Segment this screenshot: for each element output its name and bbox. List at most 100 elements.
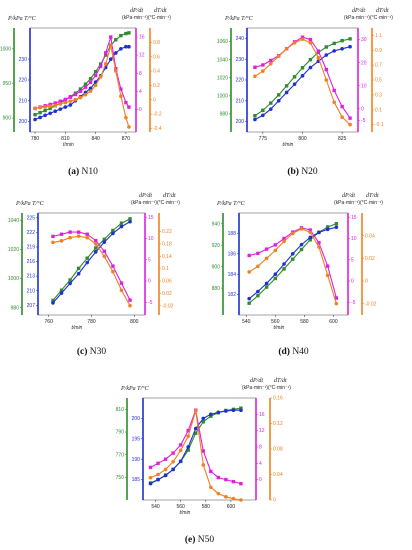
y-tick-label: 950 <box>3 81 12 87</box>
series-dT-dt <box>253 37 352 127</box>
x-axis: 540 560 580 600 t/min <box>151 500 235 516</box>
data-point <box>224 495 228 499</box>
data-point <box>51 240 55 245</box>
y-tick-label: 200 <box>19 119 28 125</box>
left-axis-header: P/kPa T/°C <box>216 200 246 207</box>
data-point <box>68 278 72 282</box>
data-point <box>68 95 73 99</box>
data-point <box>53 109 58 113</box>
x-tick-label: 780 <box>31 136 40 142</box>
data-point <box>59 232 64 236</box>
y-tick-label: -0.02 <box>162 303 174 309</box>
data-point <box>58 99 62 103</box>
data-point <box>332 88 336 93</box>
y-tick-label: 750 <box>116 475 125 481</box>
y-tick-label: 790 <box>116 430 125 436</box>
data-point <box>317 241 321 245</box>
x-axis-label: t/min <box>283 142 294 148</box>
y-tick-label: 0.18 <box>162 242 172 248</box>
data-point <box>124 31 128 36</box>
y-tick-label: 0 <box>259 477 262 483</box>
data-point <box>124 44 128 49</box>
y-tick-label: 0 <box>351 279 354 285</box>
data-point <box>276 99 281 103</box>
data-point <box>231 479 236 484</box>
y-tick-label: 5 <box>351 257 354 263</box>
y-tick-label: 0.14 <box>162 254 172 260</box>
y-tick-label: 225 <box>27 215 36 221</box>
y-axis-P: 880 900 920 940 <box>212 213 224 315</box>
data-point <box>186 445 190 449</box>
y-axis-T: 200 210 220 230 <box>19 28 31 132</box>
data-point <box>85 235 90 240</box>
data-point <box>148 475 153 480</box>
data-point <box>231 408 236 413</box>
dT-axis-unit: (°C·min⁻¹) <box>360 200 383 206</box>
data-point <box>308 37 313 42</box>
y-axis-dP: -5 0 10 20 30 <box>357 28 367 132</box>
y-axis-dT: -0.1 0.1 0.3 0.5 0.7 0.9 1.1 <box>371 28 384 132</box>
data-point <box>264 247 269 251</box>
y-tick-label: -5 <box>148 300 153 306</box>
data-point <box>282 236 286 241</box>
data-point <box>290 231 295 236</box>
data-point <box>59 239 64 243</box>
series-dT-dt <box>33 44 131 129</box>
data-point <box>76 230 81 234</box>
data-point <box>334 296 339 300</box>
data-point <box>256 264 260 269</box>
chart-panel-N40: 880 900 920 940 182 184 186 188 -5 0 5 10 15 -0.02 0 0.… <box>212 193 384 357</box>
data-point <box>324 45 328 49</box>
data-point <box>316 55 321 60</box>
chart-panel-N50: 750 770 790 810 185 190 195 200 0 4 8 12 16 0 0.04 0.08… <box>116 378 292 545</box>
data-point <box>269 58 273 63</box>
x-tick-label: 800 <box>298 136 307 142</box>
series-T <box>247 225 339 301</box>
y-tick-label: 810 <box>116 407 125 413</box>
series-line <box>150 408 242 485</box>
data-point <box>171 467 175 472</box>
data-point <box>111 231 115 236</box>
data-point <box>186 428 190 433</box>
caption-name: N40 <box>292 347 309 357</box>
x-axis: 760 780 800 t/min <box>45 315 139 331</box>
data-point <box>127 44 131 49</box>
data-point <box>51 234 55 239</box>
data-point <box>325 264 330 268</box>
x-axis-label: t/min <box>180 510 191 516</box>
data-point <box>290 252 295 256</box>
data-point <box>334 301 339 306</box>
data-point <box>348 122 352 127</box>
data-point <box>292 82 297 86</box>
data-point <box>178 459 183 464</box>
data-point <box>334 225 339 230</box>
data-point <box>63 105 68 109</box>
y-tick-label: 1060 <box>217 39 228 45</box>
data-point <box>128 303 132 308</box>
data-point <box>63 97 68 102</box>
data-point <box>300 66 305 70</box>
data-point <box>63 100 68 105</box>
y-tick-label: 1000 <box>0 46 11 52</box>
y-tick-label: 900 <box>3 116 12 122</box>
data-point <box>98 74 103 79</box>
y-tick-label: 0 <box>148 279 151 285</box>
caption-label: (b) <box>287 166 301 177</box>
data-point <box>88 89 93 93</box>
data-point <box>308 41 313 45</box>
data-point <box>76 266 81 271</box>
data-point <box>51 298 55 303</box>
data-point <box>171 451 175 455</box>
data-point <box>48 106 52 111</box>
data-point <box>78 89 83 94</box>
data-point <box>282 267 286 271</box>
y-tick-label: -0.02 <box>365 301 377 307</box>
data-point <box>156 477 160 482</box>
series-dP-dt <box>148 408 243 486</box>
y-tick-label: 0.9 <box>375 48 382 54</box>
y-tick-label: 220 <box>236 78 245 84</box>
y-axis-dT: -0.02 0 0.02 0.04 <box>361 213 377 315</box>
y-axis-P: 980 1000 1020 1040 <box>8 213 23 315</box>
data-point <box>83 92 88 97</box>
y-tick-label: 0.4 <box>153 69 160 75</box>
